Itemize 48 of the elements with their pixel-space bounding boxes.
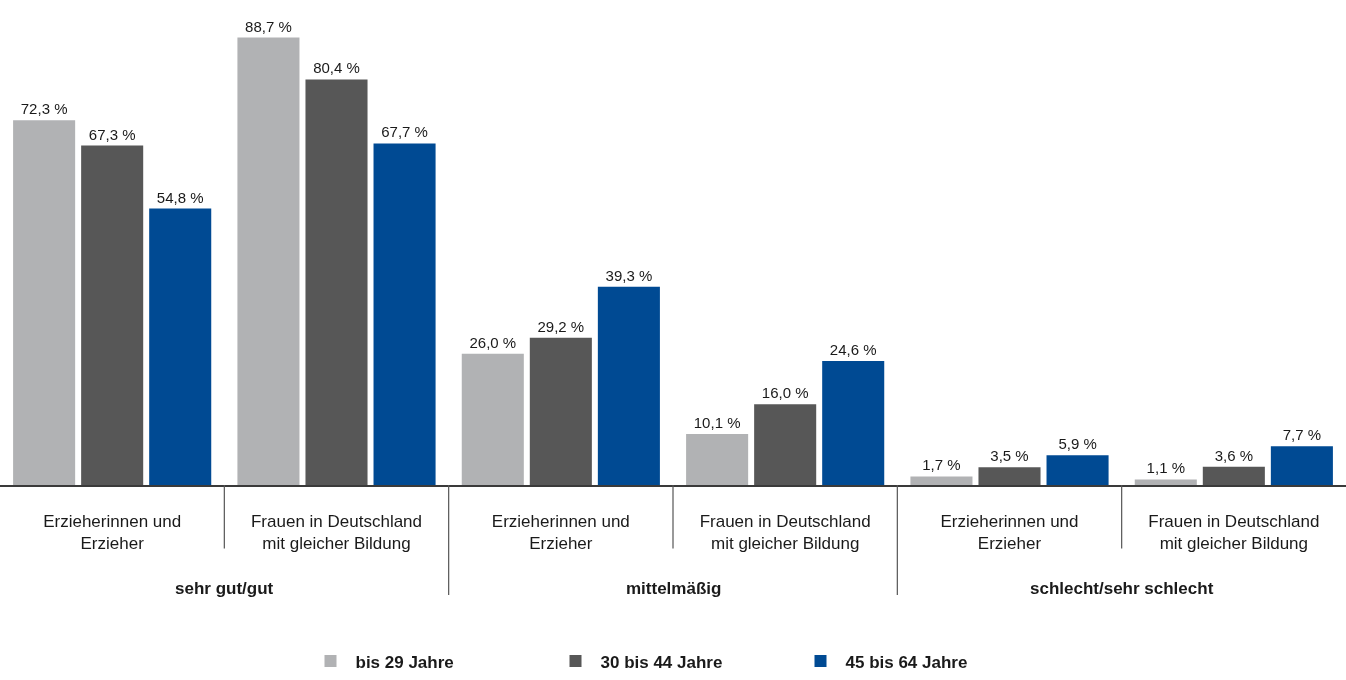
data-label: 10,1 % [693, 414, 741, 432]
text: sehr gut/gut [175, 579, 274, 598]
data-label: 67,7 % [381, 123, 428, 141]
bar [81, 145, 144, 485]
bar [978, 467, 1041, 485]
bar [686, 434, 749, 485]
bar [461, 353, 524, 485]
data-label: 1,7 % [922, 456, 961, 474]
bar [237, 37, 300, 485]
text: schlecht/sehr schlecht [1030, 579, 1214, 598]
x-tick-label: Erzieherinnen und Erzieher [940, 512, 1079, 554]
data-label: 67,3 % [88, 125, 136, 143]
bar [1134, 479, 1197, 485]
x-tick-label: Erzieherinnen und Erzieher [43, 512, 182, 554]
bar [597, 286, 660, 485]
x-tick-label: Erzieherinnen und Erzieher [491, 512, 630, 554]
legend-label: 30 bis 44 Jahre [600, 652, 723, 672]
data-label: 72,3 % [20, 100, 68, 118]
bar [1270, 446, 1333, 485]
bar [305, 79, 368, 485]
data-label: 16,0 % [761, 384, 809, 402]
data-label: 54,8 % [156, 188, 204, 206]
data-label: 5,9 % [1058, 435, 1097, 453]
data-label: 24,6 % [829, 340, 877, 358]
data-label: 39,3 % [605, 266, 653, 284]
data-label: 1,1 % [1146, 459, 1185, 477]
bar [822, 360, 885, 485]
bar [1046, 455, 1109, 485]
bar [13, 120, 76, 485]
data-label: 88,7 % [245, 17, 292, 35]
bar [1202, 466, 1265, 485]
text: mittelmäßig [626, 579, 722, 598]
data-label: 7,7 % [1282, 426, 1322, 444]
data-label: 26,0 % [469, 333, 517, 351]
x-tick-label: Frauen in Deutschland mit gleicher Bildung [699, 512, 871, 554]
x-tick-label: Frauen in Deutschland mit gleicher Bildung [1148, 512, 1320, 554]
data-label: 29,2 % [537, 317, 585, 335]
bar [529, 337, 592, 485]
data-label: 3,6 % [1214, 446, 1254, 464]
x-tick-label: Frauen in Deutschland mit gleicher Bildung [250, 512, 423, 554]
bar [149, 208, 212, 485]
bar [910, 476, 973, 485]
data-label: 80,4 % [313, 59, 360, 77]
legend-label: bis 29 Jahre [355, 652, 454, 672]
bar [754, 404, 817, 485]
legend-label: 45 bis 64 Jahre [845, 652, 968, 672]
data-label: 3,5 % [990, 447, 1029, 465]
bar [373, 143, 436, 485]
